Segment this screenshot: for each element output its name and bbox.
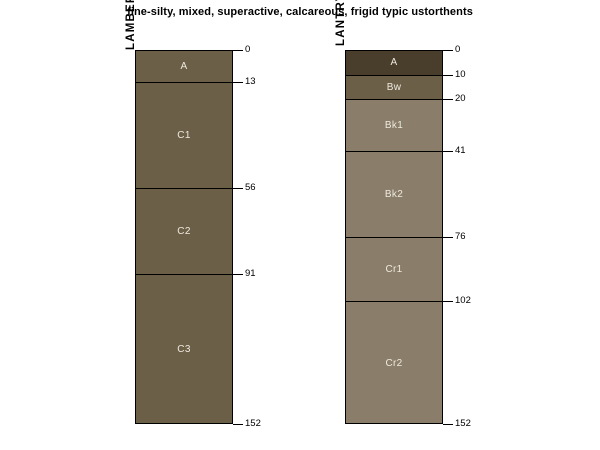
soil-horizon: Bk1 (346, 100, 442, 152)
depth-tick-label: 102 (455, 295, 471, 306)
depth-tick (443, 151, 453, 152)
horizon-label: A (390, 57, 398, 69)
horizon-label: Bk1 (384, 120, 404, 132)
depth-tick (233, 82, 243, 83)
horizon-label: A (180, 60, 188, 72)
soil-horizon: C3 (136, 274, 232, 423)
soil-horizon: C1 (136, 82, 232, 189)
soil-horizon: Cr1 (346, 238, 442, 302)
horizon-label: Bk2 (384, 188, 404, 200)
depth-tick-label: 91 (245, 268, 256, 279)
depth-tick-label: 152 (245, 418, 261, 429)
depth-tick-label: 10 (455, 69, 466, 80)
depth-tick (443, 237, 453, 238)
profile-column: A C1 C2 C3 (135, 50, 233, 424)
depth-tick (443, 75, 453, 76)
depth-tick-label: 0 (245, 44, 251, 55)
depth-tick (233, 50, 243, 51)
profile-name-label: LANTRY (335, 0, 347, 46)
profile-column: A Bw Bk1 Bk2 Cr1 Cr2 (345, 50, 443, 424)
depth-tick (443, 99, 453, 100)
chart-title: fine-silty, mixed, superactive, calcareo… (127, 6, 473, 18)
depth-tick (233, 424, 243, 425)
horizon-label: Bw (386, 81, 402, 93)
depth-tick-label: 76 (455, 231, 466, 242)
depth-tick-label: 13 (245, 76, 256, 87)
soil-horizon: Bk2 (346, 151, 442, 238)
depth-tick-label: 0 (455, 44, 461, 55)
depth-tick-label: 20 (455, 93, 466, 104)
depth-tick (443, 424, 453, 425)
soil-horizon: Cr2 (346, 301, 442, 423)
depth-tick-label: 56 (245, 182, 256, 193)
soil-horizon: C2 (136, 188, 232, 275)
soil-horizon: A (346, 51, 442, 76)
horizon-label: Cr1 (385, 263, 403, 275)
horizon-label: Cr2 (385, 357, 403, 369)
depth-tick (443, 301, 453, 302)
horizon-label: C3 (177, 344, 191, 356)
depth-tick (443, 50, 453, 51)
soil-horizon: Bw (346, 75, 442, 101)
horizon-label: C1 (177, 129, 191, 141)
profile-name-label: LAMBERT (125, 0, 137, 50)
horizon-label: C2 (177, 225, 191, 237)
soil-horizon: A (136, 51, 232, 83)
depth-tick (233, 274, 243, 275)
depth-tick-label: 152 (455, 418, 471, 429)
depth-tick-label: 41 (455, 145, 466, 156)
depth-tick (233, 188, 243, 189)
